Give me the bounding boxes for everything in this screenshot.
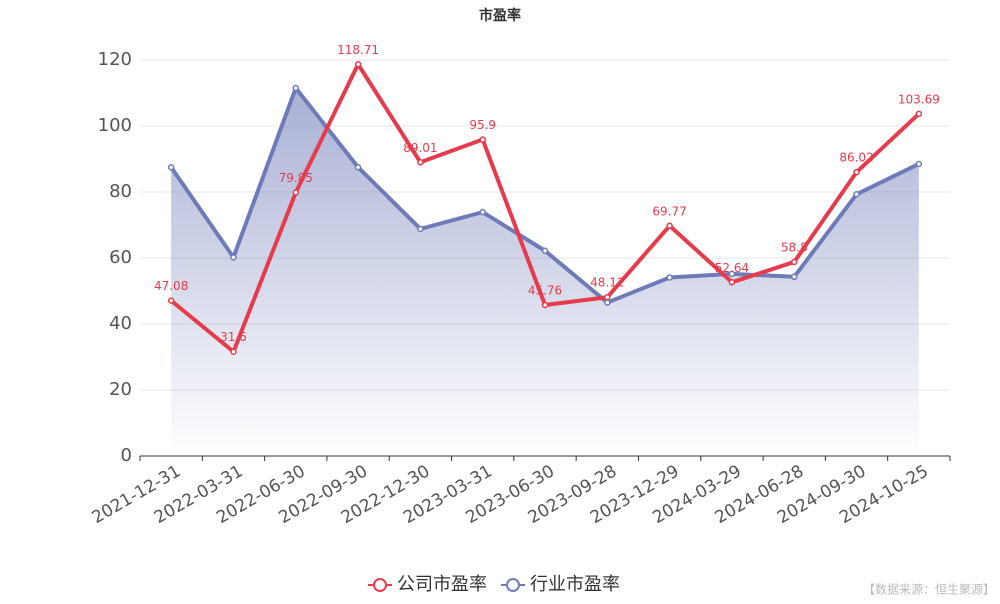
value-label: 86.02 [839, 151, 873, 165]
point [728, 270, 736, 278]
value-label: 52.64 [715, 261, 749, 275]
point [417, 225, 424, 233]
point [790, 258, 798, 266]
point [230, 348, 237, 355]
point [479, 208, 486, 216]
point [167, 297, 175, 304]
legend-icon [373, 578, 387, 592]
point [604, 299, 611, 306]
point [292, 84, 300, 92]
value-label: 69.77 [652, 204, 686, 218]
point [230, 254, 237, 261]
legend-label: 行业市盈率 [530, 574, 620, 595]
point [604, 293, 611, 301]
area [171, 88, 919, 457]
value-label: 118.71 [337, 43, 379, 57]
y-tick-label: 60 [109, 247, 132, 268]
chart-title: 市盈率 [479, 7, 521, 24]
y-tick-label: 120 [98, 49, 132, 70]
y-tick-label: 0 [121, 445, 132, 466]
value-label: 47.08 [154, 279, 188, 293]
legend-label: 公司市盈率 [397, 574, 487, 595]
point [853, 168, 860, 176]
point [666, 222, 673, 230]
point [354, 61, 362, 68]
point [354, 164, 362, 171]
value-label: 89.01 [403, 141, 437, 155]
point [541, 301, 549, 309]
point [541, 247, 549, 254]
value-label: 31.6 [220, 330, 247, 344]
value-label: 79.85 [279, 171, 313, 185]
point [790, 273, 798, 281]
y-tick-label: 40 [109, 313, 132, 334]
value-label: 58.8 [781, 240, 808, 254]
source-note: 【数据来源：恒生聚源】 [863, 582, 995, 597]
legend-icon [506, 578, 520, 592]
point [915, 110, 923, 118]
point [728, 279, 736, 286]
y-tick-label: 80 [109, 181, 132, 202]
point [479, 136, 486, 143]
y-tick-label: 100 [98, 115, 132, 136]
point [853, 191, 860, 198]
point [417, 159, 424, 166]
y-tick-label: 20 [109, 379, 132, 400]
point [292, 189, 300, 196]
value-label: 95.9 [469, 118, 496, 132]
point [915, 160, 923, 168]
point [666, 274, 673, 281]
value-label: 48.12 [590, 276, 624, 290]
point [167, 164, 175, 171]
value-label: 103.69 [898, 92, 940, 106]
value-label: 45.76 [528, 283, 562, 297]
